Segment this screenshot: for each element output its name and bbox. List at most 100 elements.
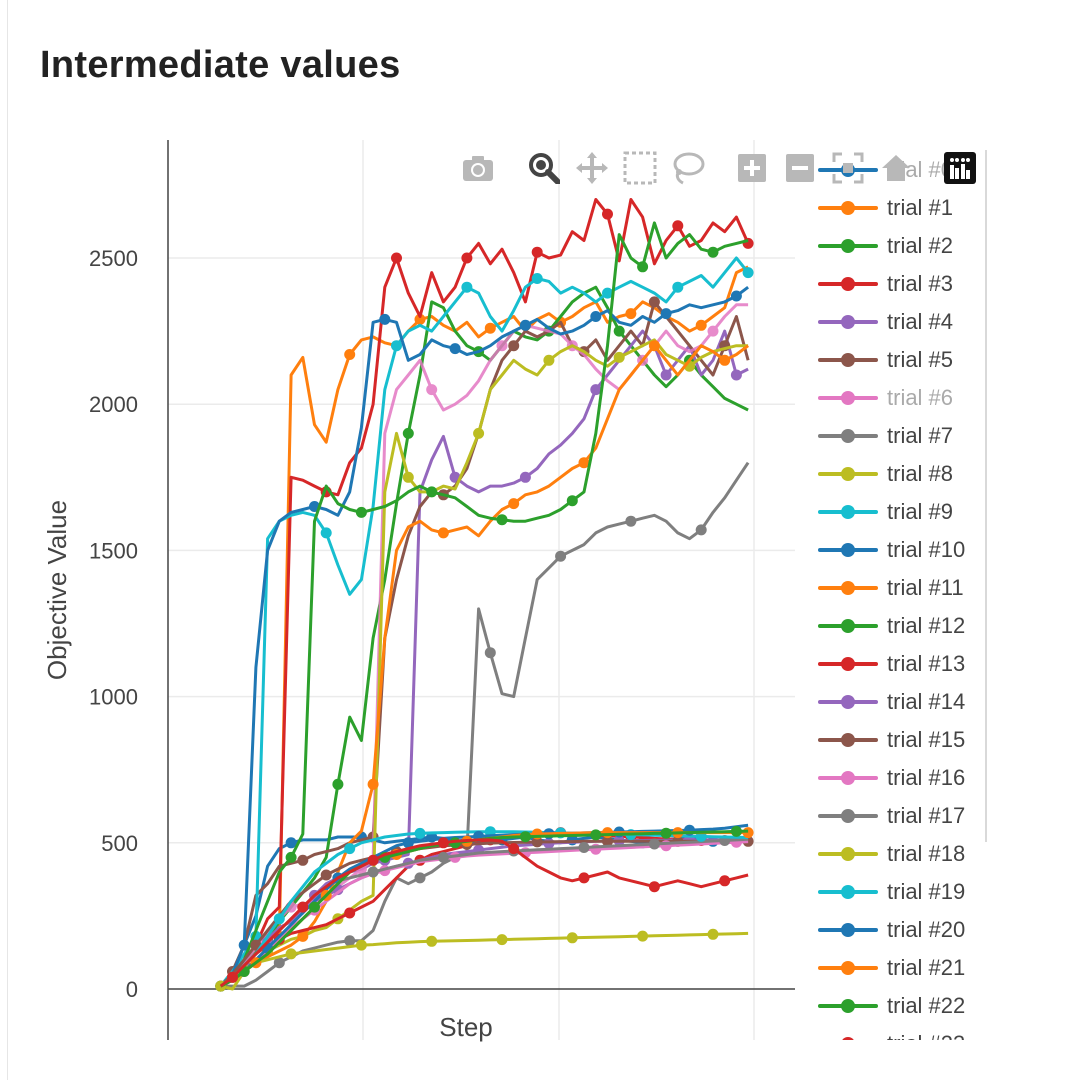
- legend-item[interactable]: trial #6: [818, 382, 953, 414]
- data-point[interactable]: [484, 647, 496, 659]
- data-point[interactable]: [379, 313, 391, 325]
- autoscale-icon[interactable]: [830, 150, 866, 186]
- data-point[interactable]: [414, 313, 426, 325]
- data-point[interactable]: [648, 340, 660, 352]
- legend-item[interactable]: trial #8: [818, 458, 953, 490]
- data-point[interactable]: [227, 971, 238, 983]
- zoom-icon[interactable]: [526, 150, 562, 186]
- data-point[interactable]: [695, 524, 707, 536]
- data-point[interactable]: [473, 427, 485, 439]
- series-trial-2[interactable]: [219, 285, 749, 988]
- data-point[interactable]: [344, 349, 356, 360]
- data-point[interactable]: [344, 935, 356, 947]
- data-point[interactable]: [719, 354, 731, 366]
- data-point[interactable]: [602, 208, 613, 220]
- legend-item[interactable]: trial #21: [818, 952, 965, 984]
- data-point[interactable]: [367, 866, 379, 878]
- data-point[interactable]: [672, 281, 684, 293]
- series-trial-23[interactable]: [219, 837, 749, 988]
- data-point[interactable]: [414, 872, 426, 884]
- legend-item[interactable]: trial #15: [818, 724, 965, 756]
- data-point[interactable]: [355, 506, 367, 518]
- data-point[interactable]: [602, 827, 613, 839]
- plotly-logo-icon[interactable]: [942, 150, 978, 186]
- data-point[interactable]: [496, 514, 508, 526]
- data-point[interactable]: [461, 252, 473, 264]
- legend-item[interactable]: trial #1: [818, 192, 953, 224]
- legend-item[interactable]: trial #2: [818, 230, 953, 262]
- data-point[interactable]: [531, 273, 543, 284]
- series-trial-4[interactable]: [219, 329, 749, 988]
- data-point[interactable]: [555, 550, 567, 562]
- data-point[interactable]: [332, 778, 344, 790]
- data-point[interactable]: [437, 851, 449, 863]
- legend-item[interactable]: trial #4: [818, 306, 953, 338]
- series-trial-6[interactable]: [215, 303, 749, 992]
- data-point[interactable]: [461, 281, 473, 293]
- data-point[interactable]: [391, 252, 402, 264]
- data-point[interactable]: [426, 935, 438, 947]
- data-point[interactable]: [519, 471, 531, 483]
- data-point[interactable]: [648, 838, 660, 850]
- data-point[interactable]: [590, 829, 602, 841]
- data-point[interactable]: [355, 939, 367, 951]
- data-point[interactable]: [344, 907, 356, 919]
- data-point[interactable]: [637, 261, 649, 273]
- data-point[interactable]: [273, 913, 285, 925]
- legend-item[interactable]: trial #18: [818, 838, 965, 870]
- data-point[interactable]: [320, 869, 332, 881]
- data-point[interactable]: [426, 384, 438, 396]
- data-point[interactable]: [566, 495, 578, 507]
- data-point[interactable]: [484, 322, 496, 334]
- data-point[interactable]: [273, 957, 285, 969]
- legend-item[interactable]: trial #12: [818, 610, 965, 642]
- data-point[interactable]: [297, 930, 309, 942]
- data-point[interactable]: [602, 835, 613, 847]
- data-point[interactable]: [660, 827, 672, 839]
- data-point[interactable]: [391, 340, 402, 352]
- data-point[interactable]: [637, 930, 649, 942]
- legend-item[interactable]: trial #23: [818, 1028, 965, 1040]
- data-point[interactable]: [297, 854, 309, 866]
- data-point[interactable]: [508, 843, 520, 855]
- data-point[interactable]: [496, 340, 508, 352]
- data-point[interactable]: [730, 290, 742, 302]
- data-point[interactable]: [519, 831, 531, 843]
- series-trial-12[interactable]: [215, 221, 749, 992]
- data-point[interactable]: [285, 948, 297, 960]
- data-point[interactable]: [449, 343, 461, 355]
- data-point[interactable]: [402, 427, 414, 439]
- data-point[interactable]: [297, 901, 309, 913]
- lasso-select-icon[interactable]: [670, 150, 706, 186]
- data-point[interactable]: [707, 928, 719, 940]
- data-point[interactable]: [672, 220, 684, 232]
- legend-item[interactable]: trial #20: [818, 914, 965, 946]
- data-point[interactable]: [613, 325, 625, 337]
- data-point[interactable]: [707, 246, 719, 258]
- data-point[interactable]: [578, 872, 590, 884]
- data-point[interactable]: [543, 354, 555, 366]
- data-point[interactable]: [742, 267, 754, 279]
- data-point[interactable]: [508, 340, 520, 352]
- legend-item[interactable]: trial #19: [818, 876, 965, 908]
- data-point[interactable]: [625, 515, 637, 527]
- legend-item[interactable]: trial #17: [818, 800, 965, 832]
- zoom-in-icon[interactable]: [734, 150, 770, 186]
- data-point[interactable]: [660, 369, 672, 381]
- legend-item[interactable]: trial #5: [818, 344, 953, 376]
- data-point[interactable]: [238, 939, 250, 951]
- legend-item[interactable]: trial #22: [818, 990, 965, 1022]
- data-point[interactable]: [437, 527, 449, 539]
- data-point[interactable]: [742, 237, 754, 249]
- box-select-icon[interactable]: [622, 150, 658, 186]
- data-point[interactable]: [566, 932, 578, 944]
- legend-item[interactable]: trial #13: [818, 648, 965, 680]
- data-point[interactable]: [531, 836, 543, 848]
- data-point[interactable]: [719, 875, 731, 887]
- data-point[interactable]: [707, 325, 719, 337]
- data-point[interactable]: [695, 319, 707, 331]
- data-point[interactable]: [730, 825, 742, 837]
- data-point[interactable]: [578, 842, 590, 853]
- data-point[interactable]: [402, 471, 414, 483]
